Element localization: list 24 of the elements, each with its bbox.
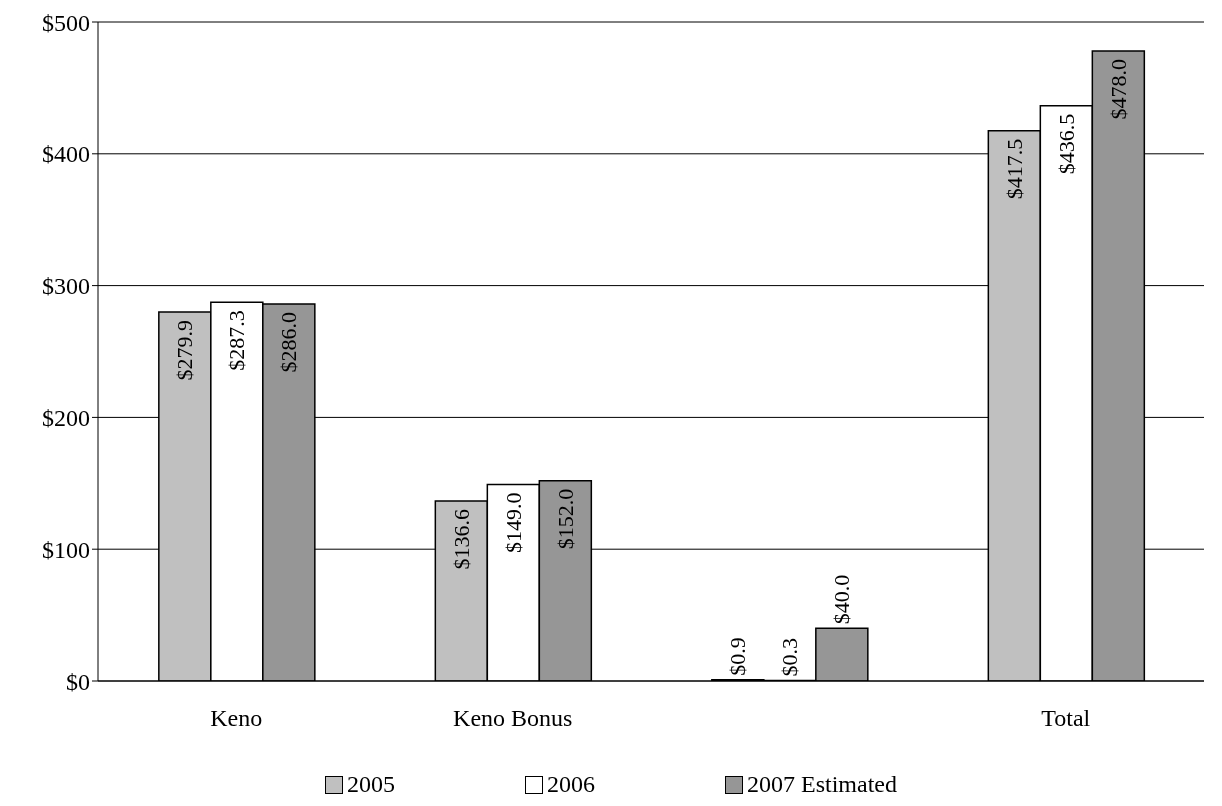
data-label: $417.5 (1001, 138, 1027, 200)
y-tick-label: $100 (42, 536, 90, 563)
data-label: $0.3 (777, 638, 803, 677)
data-label: $0.9 (725, 637, 751, 676)
data-label: $478.0 (1105, 59, 1131, 120)
x-tick-label: Total (1041, 705, 1091, 732)
data-label: $149.0 (500, 492, 526, 554)
y-tick-label: $500 (42, 9, 90, 36)
data-label: $40.0 (829, 574, 855, 625)
legend-label: 2005 (347, 771, 395, 798)
y-tick-label: $200 (42, 404, 90, 431)
data-label: $136.6 (448, 508, 474, 570)
y-tick-label: $400 (42, 141, 90, 168)
data-label: $287.3 (224, 310, 250, 371)
data-label: $436.5 (1053, 113, 1079, 175)
data-label: $286.0 (276, 312, 302, 373)
data-label: $152.0 (552, 488, 578, 550)
y-tick-label: $300 (42, 273, 90, 300)
legend-label: 2007 Estimated (747, 771, 897, 798)
legend-label: 2006 (547, 771, 595, 798)
y-tick-label: $0 (66, 668, 90, 695)
data-label: $279.9 (172, 320, 198, 381)
x-tick-label: Keno Bonus (453, 705, 573, 732)
x-tick-label: Keno (210, 705, 263, 732)
